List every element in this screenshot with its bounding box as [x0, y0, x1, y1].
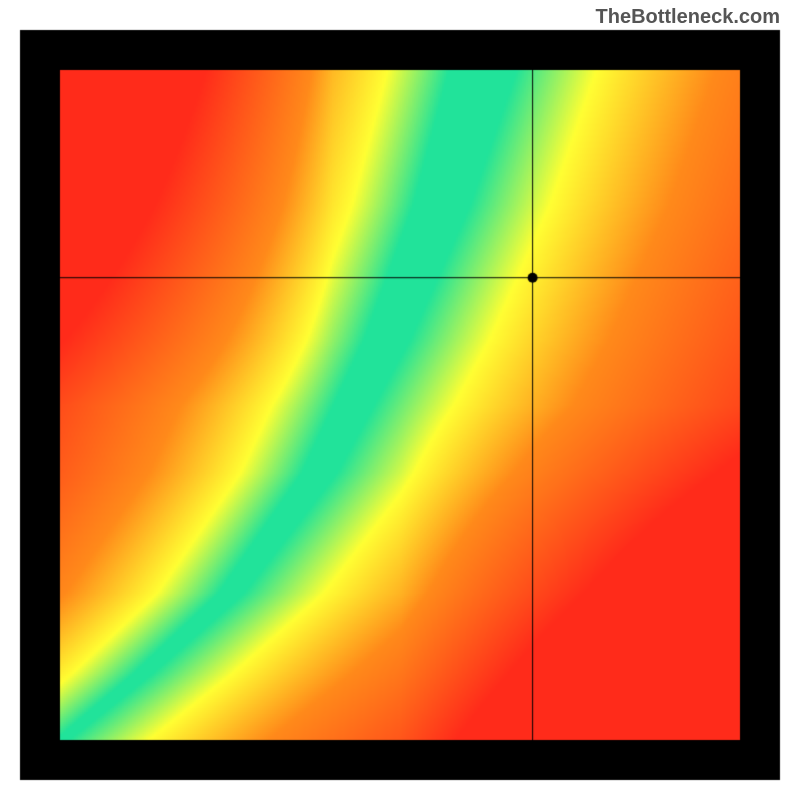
chart-container: TheBottleneck.com: [0, 0, 800, 800]
heatmap-canvas: [0, 0, 800, 800]
watermark-text: TheBottleneck.com: [596, 6, 780, 29]
